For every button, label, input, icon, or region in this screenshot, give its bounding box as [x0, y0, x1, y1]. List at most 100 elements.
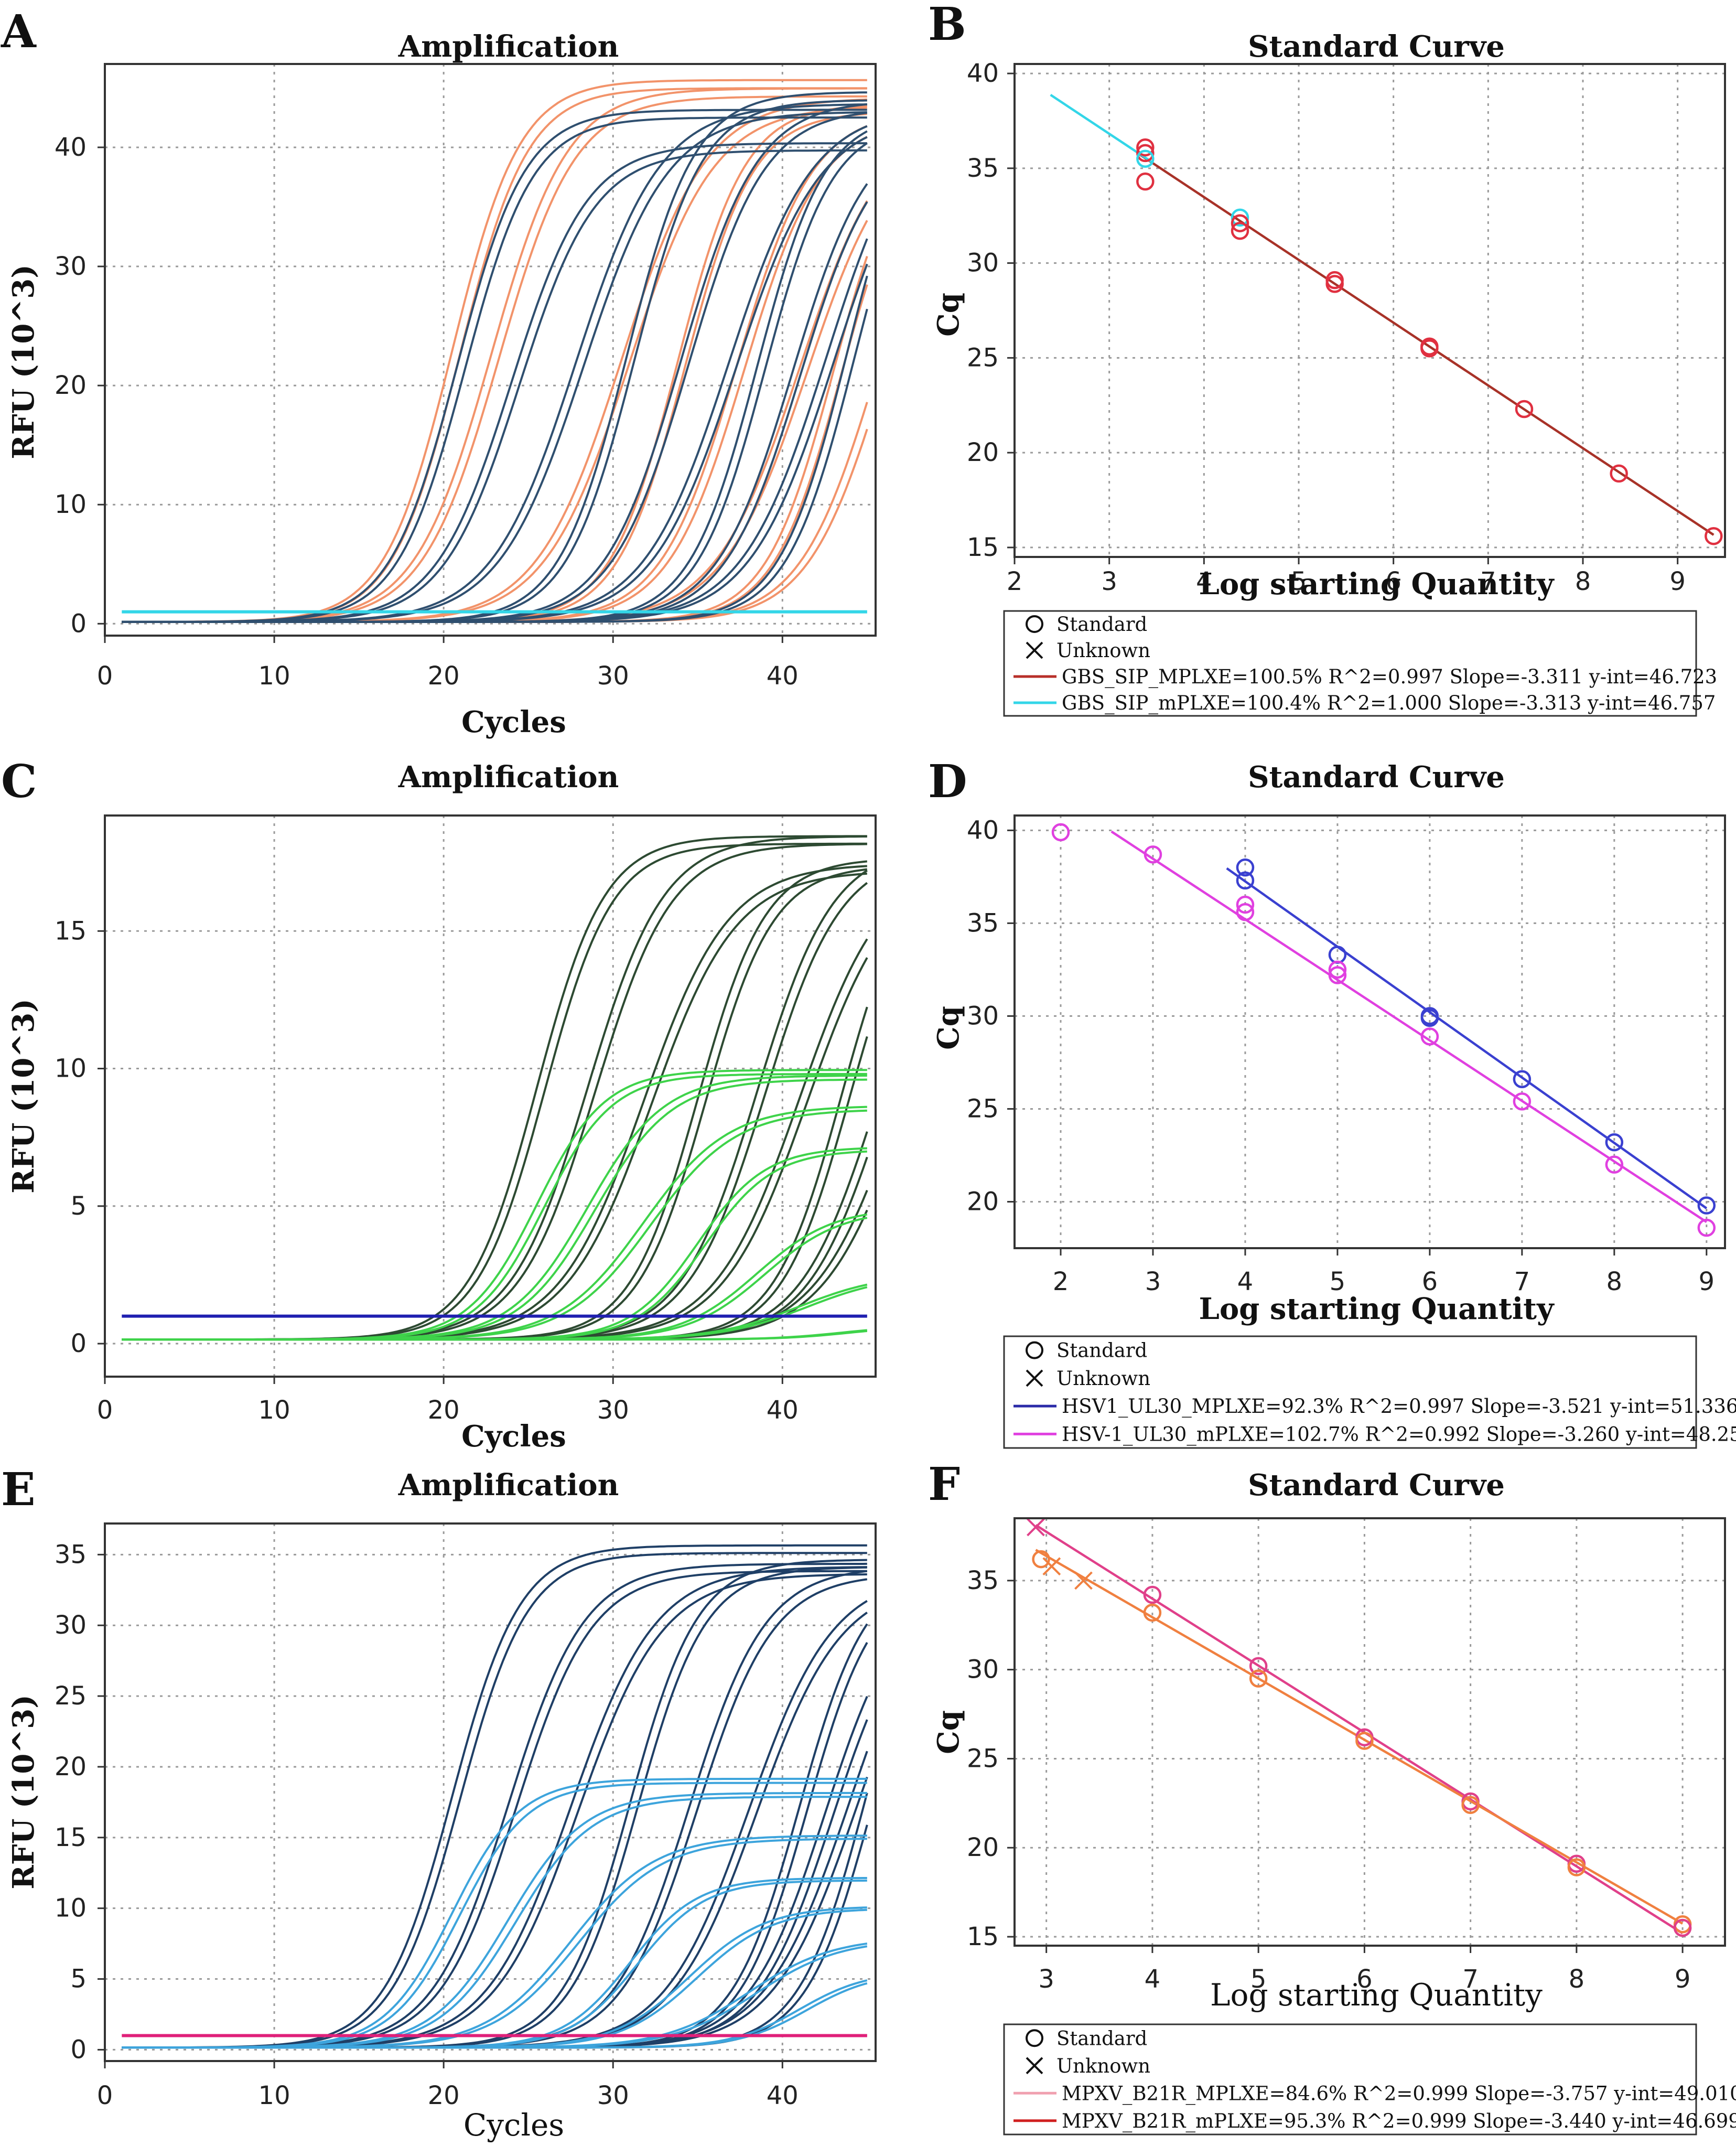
standard-points: [1027, 1518, 1692, 1937]
x-tick-label: 40: [767, 2081, 799, 2110]
legend-box: [1003, 610, 1697, 717]
x-tick-label: 7: [1514, 1267, 1530, 1296]
standard-marker: [1136, 138, 1155, 157]
x-tick-label: 30: [597, 661, 629, 691]
standard-marker: [1705, 527, 1723, 545]
x-tick-label: 40: [767, 661, 799, 691]
standard-marker: [1420, 1027, 1439, 1046]
x-tick-label: 9: [1699, 1267, 1715, 1296]
standard-marker: [1143, 1603, 1162, 1622]
x-axis-label: Log starting Quantity: [1210, 1977, 1543, 2013]
legend-circle-icon: [1026, 2029, 1043, 2047]
amplification-curve: [122, 308, 868, 623]
standard-marker: [1355, 1732, 1374, 1750]
x-tick-label: 7: [1462, 1965, 1479, 1994]
x-tick-label: 2: [1007, 567, 1023, 596]
curves: [122, 1544, 868, 2049]
x-tick-label: 0: [97, 1396, 113, 1425]
legend-label: Standard: [1056, 1339, 1147, 1362]
legend-label: Unknown: [1056, 1367, 1150, 1390]
legend-label: Unknown: [1056, 2055, 1150, 2077]
x-tick-label: 5: [1250, 1965, 1267, 1994]
legend-x-icon: [1026, 641, 1043, 659]
standard-marker: [1513, 1070, 1532, 1089]
x-tick-label: 3: [1145, 1267, 1161, 1296]
x-tick-label: 3: [1038, 1965, 1054, 1994]
legend-label: Unknown: [1056, 639, 1150, 662]
y-tick-label: 0: [70, 2035, 87, 2064]
chart-title: Amplification: [398, 1468, 619, 1503]
y-tick-label: 10: [55, 1894, 87, 1923]
standard-points: [1050, 93, 1723, 545]
panel-label-a: A: [1, 5, 37, 58]
y-tick-label: 15: [55, 1823, 87, 1852]
y-tick-label: 30: [967, 1655, 999, 1684]
panel-label-e: E: [1, 1463, 36, 1516]
y-tick-label: 30: [55, 252, 87, 281]
standard-marker: [1136, 144, 1155, 163]
legend-circle-icon: [1026, 615, 1043, 633]
x-tick-label: 4: [1237, 1267, 1254, 1296]
legend-label: GBS_SIP_MPLXE=100.5% R^2=0.997 Slope=-3.…: [1062, 666, 1717, 689]
standard-marker: [1673, 1918, 1692, 1937]
unknown-marker: [1027, 1518, 1045, 1537]
legend-label: MPXV_B21R_MPLXE=84.6% R^2=0.999 Slope=-3…: [1062, 2082, 1736, 2105]
x-tick-label: 9: [1669, 567, 1686, 596]
standard-marker: [1249, 1657, 1268, 1676]
standard-marker: [1136, 172, 1155, 191]
y-tick-label: 5: [70, 1192, 87, 1221]
y-tick-label: 35: [967, 908, 999, 938]
y-axis-label: RFU (10^3): [6, 264, 41, 459]
x-tick-label: 10: [258, 1396, 290, 1425]
x-axis-label: Cycles: [461, 1419, 566, 1454]
x-tick-label: 6: [1422, 1267, 1438, 1296]
amplification-curve: [122, 1330, 867, 1341]
x-tick-label: 0: [97, 2081, 113, 2110]
standard-marker: [1231, 208, 1249, 227]
x-axis-label: Log starting Quantity: [1199, 567, 1555, 602]
curves: [122, 79, 868, 623]
legend: Standard Unknown MPXV_B21R_MPLXE=84.6% R^2…: [1003, 2023, 1736, 2136]
legend-x-icon: [1026, 1369, 1043, 1387]
standard-points: [1051, 823, 1716, 1237]
standard-marker: [1236, 858, 1255, 877]
x-tick-label: 6: [1385, 567, 1401, 596]
y-tick-label: 15: [967, 533, 999, 562]
chart-title: Standard Curve: [1248, 1468, 1505, 1503]
standard-marker: [1605, 1133, 1624, 1152]
plot-frame: [1013, 1517, 1726, 1947]
x-axis-label: Cycles: [461, 705, 566, 739]
standard-marker: [1420, 1008, 1439, 1027]
standard-marker: [1144, 845, 1162, 864]
x-tick-label: 4: [1196, 567, 1212, 596]
y-tick-label: 5: [70, 1965, 87, 1994]
panel-e: 0 10 20 30 40 0 5 10 15 20 25 30 35 Amplification Cycl…: [6, 1468, 877, 2143]
y-axis-label: Cq: [931, 1710, 966, 1754]
y-tick-label: 40: [55, 133, 87, 162]
y-tick-label: 15: [55, 916, 87, 946]
legend-label: Standard: [1056, 613, 1147, 636]
standard-marker: [1513, 1092, 1532, 1111]
x-tick-label: 8: [1569, 1965, 1585, 1994]
x-tick-label: 5: [1291, 567, 1307, 596]
y-axis-label: Cq: [931, 293, 966, 337]
chart-title: Standard Curve: [1248, 29, 1505, 64]
standard-marker: [1051, 823, 1070, 842]
legend-x-icon: [1026, 2057, 1043, 2075]
standard-marker: [1461, 1796, 1480, 1814]
standard-marker: [1328, 960, 1347, 979]
x-axis-label: Cycles: [463, 2107, 564, 2143]
x-tick-label: 8: [1575, 567, 1591, 596]
plot-frame: [104, 63, 877, 637]
plot-frame: [104, 1522, 877, 2062]
unknown-marker: [1074, 1571, 1093, 1590]
standard-marker: [1697, 1218, 1716, 1237]
legend-label: HSV-1_UL30_mPLXE=102.7% R^2=0.992 Slope=…: [1062, 1423, 1736, 1446]
standard-marker: [1420, 339, 1439, 358]
y-axis-label: Cq: [931, 1006, 966, 1050]
amplification-curve: [122, 1982, 868, 2049]
standard-marker: [1032, 1550, 1050, 1569]
legend-box: [1003, 2023, 1697, 2136]
y-tick-label: 0: [70, 609, 87, 638]
